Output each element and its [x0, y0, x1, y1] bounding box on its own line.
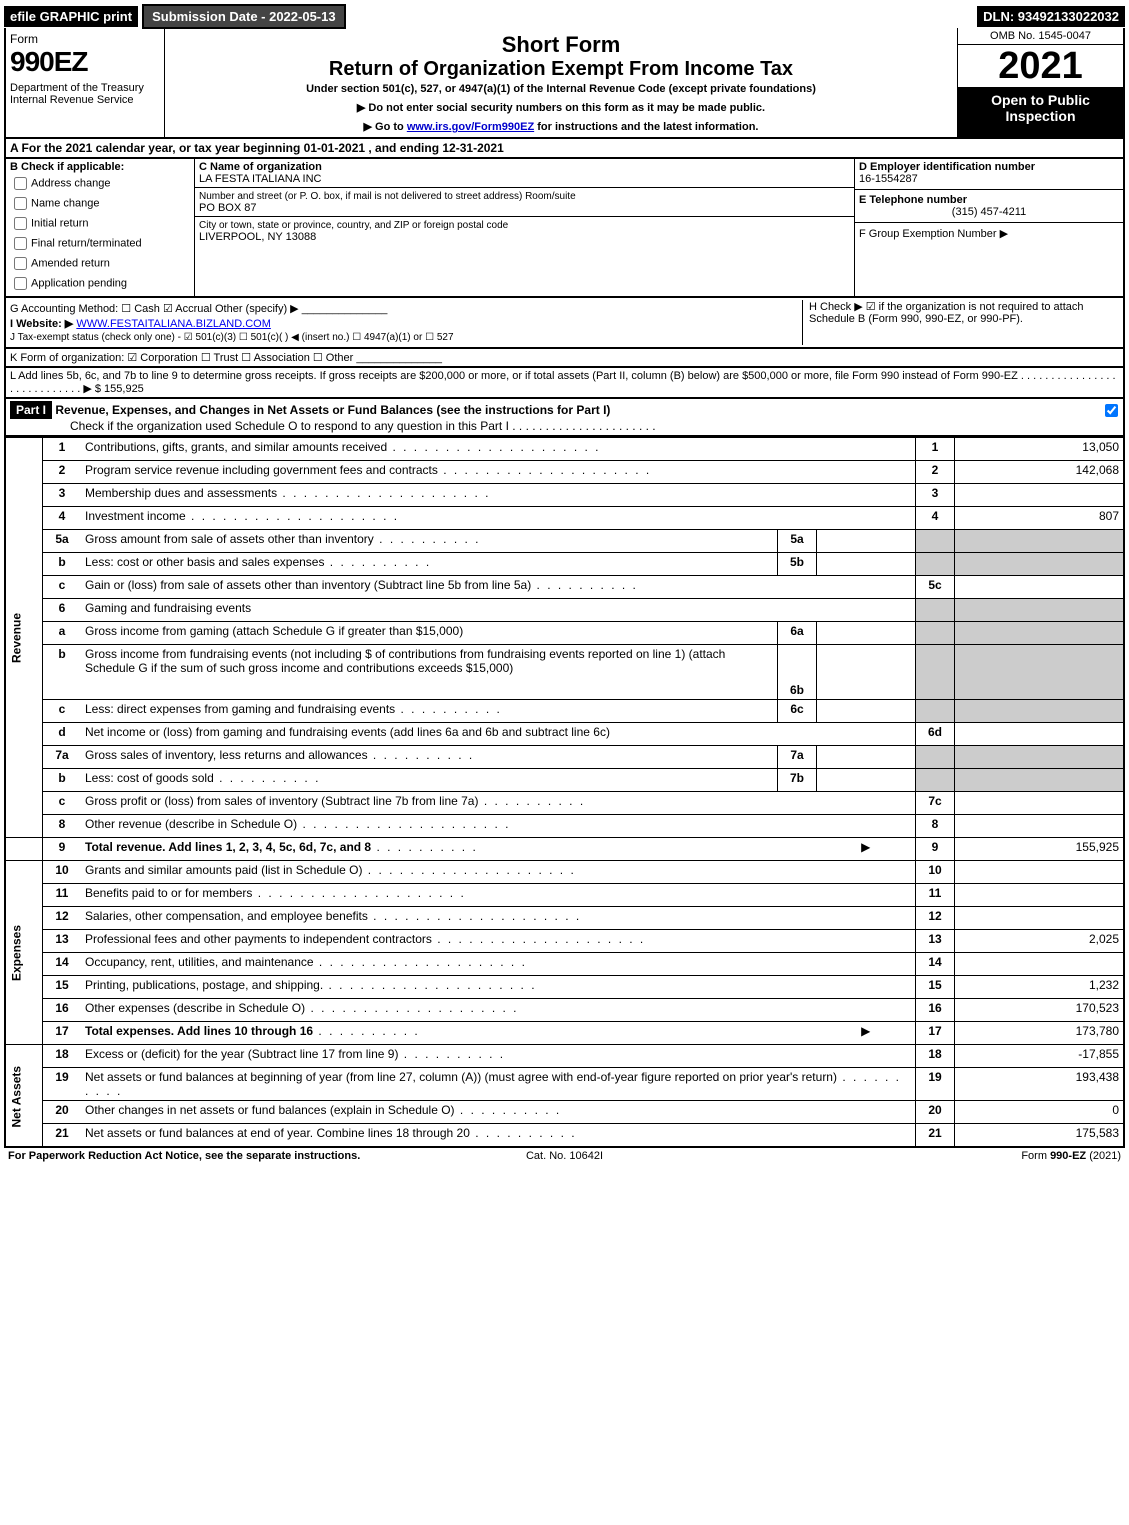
section-b-title: B Check if applicable:: [10, 161, 124, 173]
line-i: I Website: ▶ WWW.FESTAITALIANA.BIZLAND.C…: [10, 317, 796, 330]
amt-10: [955, 861, 1125, 884]
cb-final-return[interactable]: Final return/terminated: [10, 234, 190, 253]
cb-initial-return[interactable]: Initial return: [10, 214, 190, 233]
amt-14: [955, 953, 1125, 976]
part1-checknote: Check if the organization used Schedule …: [10, 419, 656, 433]
amt-4: 807: [955, 507, 1125, 530]
cb-address-change[interactable]: Address change: [10, 174, 190, 193]
section-a: A For the 2021 calendar year, or tax yea…: [4, 139, 1125, 159]
f-group-label: F Group Exemption Number ▶: [859, 228, 1008, 240]
subtitle: Under section 501(c), 527, or 4947(a)(1)…: [169, 83, 953, 95]
footer-paperwork: For Paperwork Reduction Act Notice, see …: [8, 1150, 379, 1162]
expenses-side-label: Expenses: [5, 861, 43, 1045]
section-c: C Name of organization LA FESTA ITALIANA…: [195, 159, 855, 296]
org-city: LIVERPOOL, NY 13088: [199, 231, 316, 243]
ein-value: 16-1554287: [859, 173, 918, 185]
part1-badge: Part I: [10, 401, 52, 419]
section-gh: G Accounting Method: ☐ Cash ☑ Accrual Ot…: [4, 298, 1125, 349]
footer-catno: Cat. No. 10642I: [379, 1150, 750, 1162]
line-h: H Check ▶ ☑ if the organization is not r…: [802, 300, 1119, 345]
amt-16: 170,523: [955, 999, 1125, 1022]
amt-9: 155,925: [955, 838, 1125, 861]
cb-amended-return[interactable]: Amended return: [10, 254, 190, 273]
c-city-label: City or town, state or province, country…: [199, 220, 508, 231]
amt-13: 2,025: [955, 930, 1125, 953]
revenue-side-label: Revenue: [5, 438, 43, 838]
header-left: Form 990EZ Department of the Treasury In…: [6, 28, 165, 137]
part1-title: Revenue, Expenses, and Changes in Net As…: [55, 403, 610, 417]
dln-label: DLN: 93492133022032: [977, 6, 1125, 27]
line-l: L Add lines 5b, 6c, and 7b to line 9 to …: [4, 368, 1125, 399]
irs-link[interactable]: www.irs.gov/Form990EZ: [407, 121, 534, 133]
c-street-label: Number and street (or P. O. box, if mail…: [199, 191, 576, 202]
header-center: Short Form Return of Organization Exempt…: [165, 28, 958, 137]
amt-1: 13,050: [955, 438, 1125, 461]
amt-15: 1,232: [955, 976, 1125, 999]
top-bar: efile GRAPHIC print Submission Date - 20…: [4, 4, 1125, 28]
amt-7c: [955, 792, 1125, 815]
website-link[interactable]: WWW.FESTAITALIANA.BIZLAND.COM: [76, 318, 271, 330]
org-name: LA FESTA ITALIANA INC: [199, 173, 321, 185]
line-g: G Accounting Method: ☐ Cash ☑ Accrual Ot…: [10, 302, 796, 315]
e-phone-label: E Telephone number: [859, 194, 967, 206]
phone-value: (315) 457-4211: [859, 206, 1119, 218]
section-def: D Employer identification number 16-1554…: [855, 159, 1123, 296]
header-right: OMB No. 1545-0047 2021 Open to Public In…: [958, 28, 1123, 137]
amt-11: [955, 884, 1125, 907]
amt-12: [955, 907, 1125, 930]
title-return: Return of Organization Exempt From Incom…: [169, 58, 953, 81]
part1-checkbox[interactable]: [1099, 399, 1123, 435]
amt-2: 142,068: [955, 461, 1125, 484]
footer-formref: Form 990-EZ (2021): [750, 1150, 1121, 1162]
amt-18: -17,855: [955, 1045, 1125, 1068]
form-word: Form: [10, 32, 160, 46]
amt-17: 173,780: [955, 1022, 1125, 1045]
note-goto-pre: ▶ Go to: [364, 121, 407, 133]
open-to-public: Open to Public Inspection: [958, 88, 1123, 137]
netassets-side-label: Net Assets: [5, 1045, 43, 1148]
page-footer: For Paperwork Reduction Act Notice, see …: [4, 1148, 1125, 1164]
cb-application-pending[interactable]: Application pending: [10, 274, 190, 293]
tax-year: 2021: [958, 45, 1123, 88]
line-j: J Tax-exempt status (check only one) - ☑…: [10, 332, 796, 343]
amt-19: 193,438: [955, 1068, 1125, 1101]
org-info-row: B Check if applicable: Address change Na…: [4, 159, 1125, 298]
amt-3: [955, 484, 1125, 507]
amt-5c: [955, 576, 1125, 599]
cb-name-change[interactable]: Name change: [10, 194, 190, 213]
line-k: K Form of organization: ☑ Corporation ☐ …: [4, 349, 1125, 368]
amt-6d: [955, 723, 1125, 746]
omb-number: OMB No. 1545-0047: [958, 28, 1123, 45]
org-street: PO BOX 87: [199, 202, 256, 214]
lines-table: Revenue 1 Contributions, gifts, grants, …: [4, 437, 1125, 1148]
form-header: Form 990EZ Department of the Treasury In…: [4, 28, 1125, 139]
part1-header-row: Part I Revenue, Expenses, and Changes in…: [4, 399, 1125, 437]
note-ssn: ▶ Do not enter social security numbers o…: [169, 101, 953, 114]
note-goto-post: for instructions and the latest informat…: [534, 121, 758, 133]
dept-label: Department of the Treasury Internal Reve…: [10, 82, 160, 106]
c-name-label: C Name of organization: [199, 161, 322, 173]
amt-21: 175,583: [955, 1124, 1125, 1148]
form-number: 990EZ: [10, 46, 160, 78]
submission-date: Submission Date - 2022-05-13: [142, 4, 346, 29]
amt-8: [955, 815, 1125, 838]
d-ein-label: D Employer identification number: [859, 161, 1035, 173]
title-short-form: Short Form: [169, 32, 953, 58]
efile-print-label[interactable]: efile GRAPHIC print: [4, 6, 138, 27]
note-goto: ▶ Go to www.irs.gov/Form990EZ for instru…: [169, 120, 953, 133]
section-b: B Check if applicable: Address change Na…: [6, 159, 195, 296]
amt-20: 0: [955, 1101, 1125, 1124]
